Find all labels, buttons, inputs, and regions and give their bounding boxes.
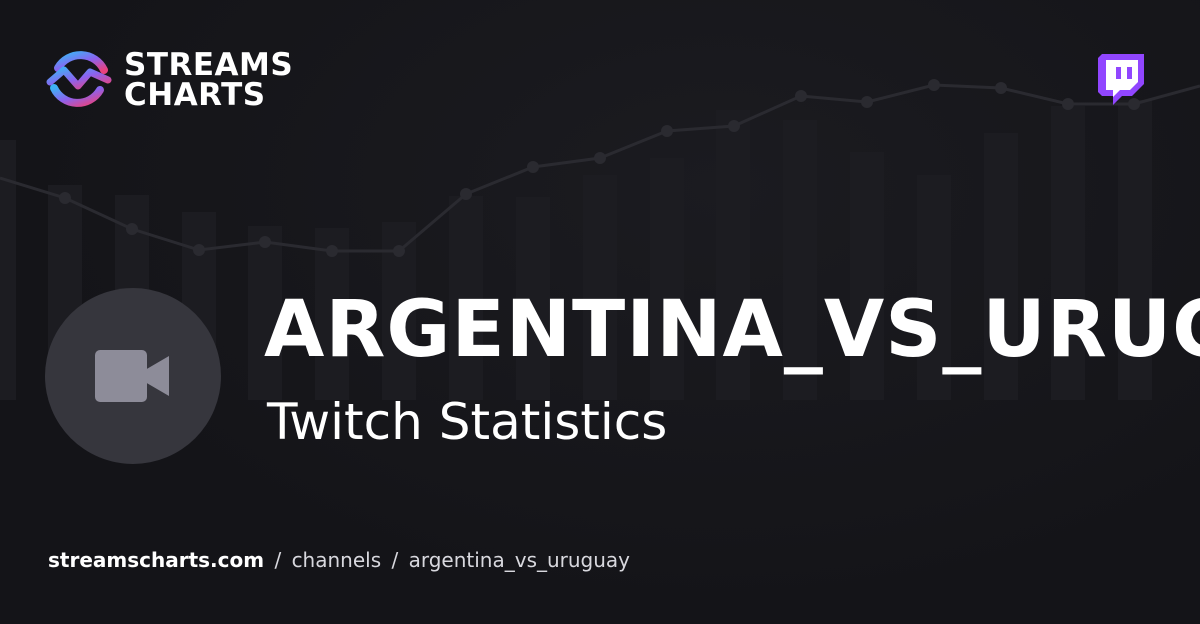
logo-text: STREAMS CHARTS	[124, 47, 294, 113]
breadcrumb-separator: /	[274, 548, 282, 572]
breadcrumb: streamscharts.com / channels / argentina…	[48, 546, 634, 574]
twitch-icon	[1098, 54, 1144, 105]
breadcrumb-separator: /	[391, 548, 399, 572]
channel-avatar	[45, 288, 221, 464]
logo-icon	[46, 51, 112, 107]
logo-line: CHARTS	[124, 77, 266, 113]
logo-line: STREAMS	[124, 47, 294, 83]
subtitle: Twitch Statistics	[267, 393, 668, 451]
breadcrumb-item: channels	[291, 548, 382, 572]
camera-icon	[95, 350, 169, 402]
breadcrumb-item: argentina_vs_uruguay	[408, 548, 631, 572]
channel-title: ARGENTINA_VS_URUGUAY	[264, 285, 1200, 375]
breadcrumb-site: streamscharts.com	[48, 548, 265, 572]
